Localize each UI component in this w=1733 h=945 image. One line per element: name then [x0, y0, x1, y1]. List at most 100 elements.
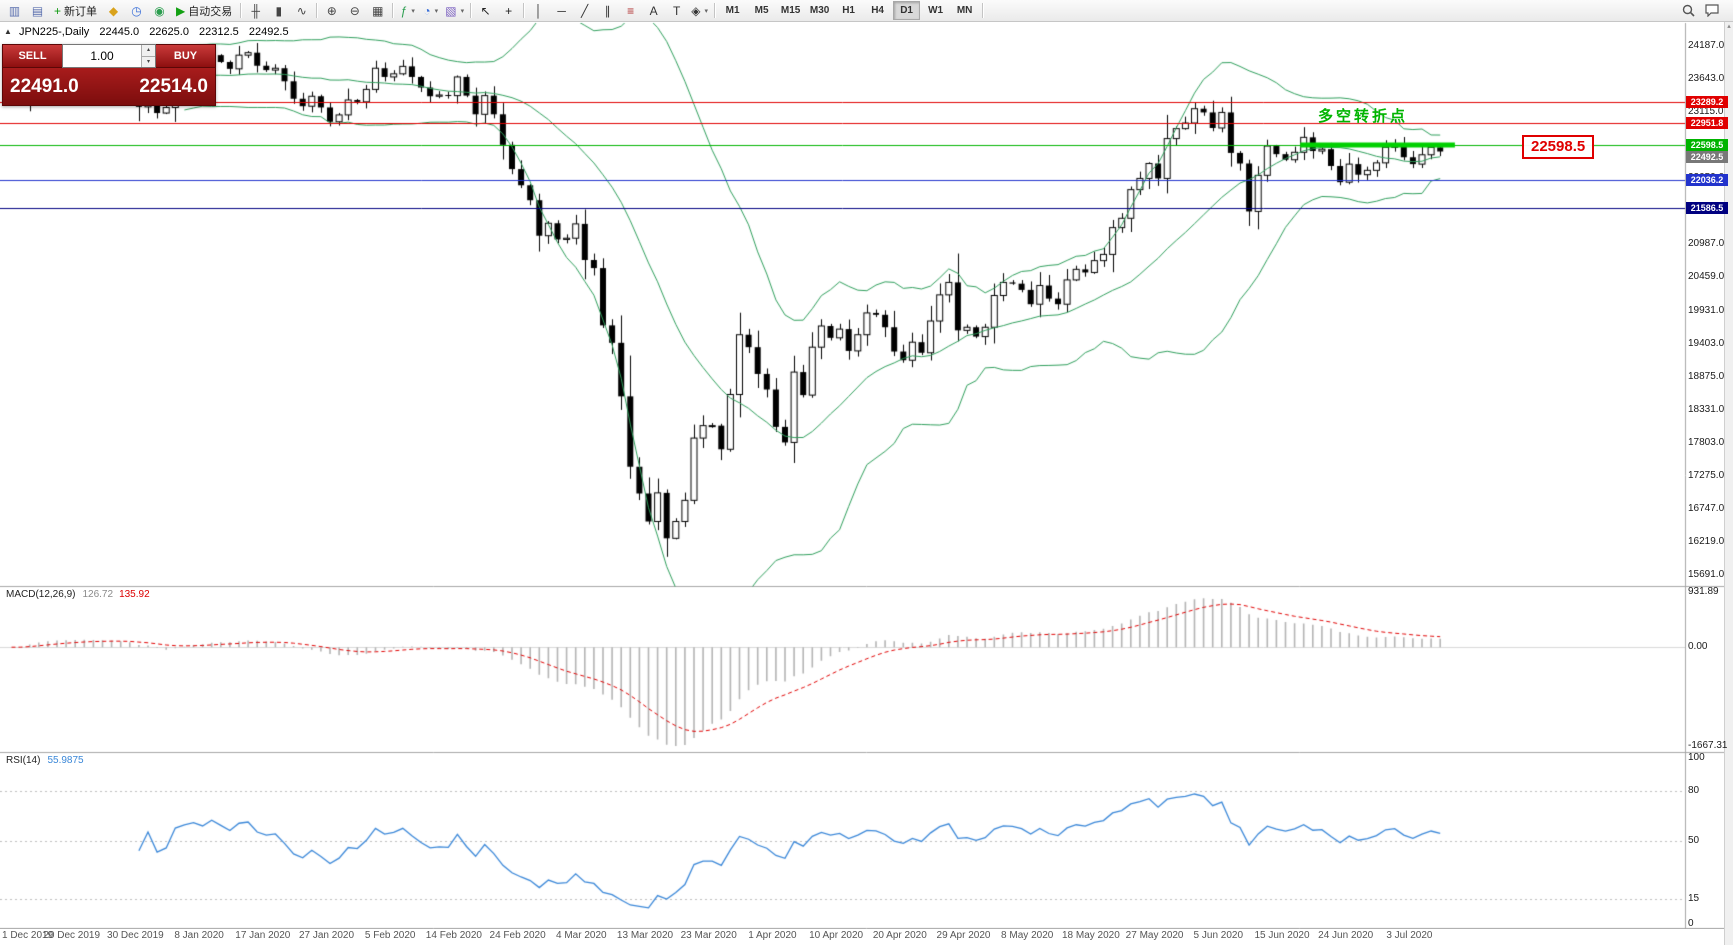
macd-signal-value: 135.92 [119, 589, 150, 600]
sell-button[interactable]: SELL [2, 44, 62, 68]
time-axis-label: 5 Feb 2020 [364, 930, 416, 941]
text-icon-glyph: A [649, 3, 658, 18]
autotrading-button-glyph: ▶ [176, 3, 186, 18]
price-tag: 21586.5 [1686, 201, 1728, 214]
time-axis-label: 20 Apr 2020 [872, 930, 927, 941]
timeframe-mn[interactable]: MN [956, 5, 973, 16]
volume-spinner[interactable]: ▴ ▾ [141, 45, 155, 67]
ohlc-close: 22492.5 [248, 26, 289, 38]
line-chart-icon[interactable]: ∿ [290, 1, 313, 21]
price-axis-label: 16747.0 [1688, 502, 1725, 514]
chart-window-icon-glyph: ▥ [8, 3, 21, 18]
time-axis-label: 1 Apr 2020 [748, 930, 797, 941]
cursor-icon[interactable]: ↖ [474, 1, 497, 21]
volume-input[interactable]: 1.00 [90, 49, 114, 63]
autotrading-button[interactable]: ▶ 自动交易 [171, 1, 237, 21]
horizontal-line-icon-glyph: ─ [557, 3, 566, 18]
price-axis-label: 24187.0 [1688, 40, 1725, 51]
candlestick-chart-icon[interactable]: ▮ [267, 1, 290, 21]
rsi-scale-label: 100 [1688, 752, 1705, 763]
annotation-turning-point-text[interactable]: 多空转折点 [1318, 108, 1409, 125]
ohlc-open: 22445.0 [99, 26, 140, 38]
new-order-button-label: 新订单 [64, 5, 98, 18]
dropdown-arrow-icon: ▾ [460, 7, 465, 15]
right-scrollbar[interactable]: ▴ [1724, 22, 1733, 945]
timeframe-w1[interactable]: W1 [928, 5, 944, 16]
time-axis-label: 13 Mar 2020 [616, 930, 674, 941]
symbol-info: ▲ JPN225-,Daily 22445.0 22625.0 22312.5 … [4, 26, 289, 38]
bar-chart-icon[interactable]: ╫ [244, 1, 267, 21]
time-axis-label: 3 Jul 2020 [1386, 930, 1433, 941]
fibonacci-icon[interactable]: ≡ [619, 1, 642, 21]
chart-window-icon[interactable]: ▥ [3, 1, 26, 21]
label-icon-glyph: T [672, 3, 681, 18]
new-order-button-glyph: + [54, 3, 62, 18]
spin-down-icon[interactable]: ▾ [142, 56, 155, 67]
sell-price[interactable]: 22491.0 [10, 75, 79, 97]
timeframe-h4[interactable]: H4 [871, 5, 884, 16]
data-window-icon[interactable]: ◷ [125, 1, 148, 21]
new-order-button[interactable]: + 新订单 [49, 1, 102, 21]
timeframe-m30[interactable]: M30 [809, 5, 830, 16]
channel-icon-glyph: ∥ [604, 3, 611, 18]
horizontal-line-icon[interactable]: ─ [550, 1, 573, 21]
time-axis-label: 8 May 2020 [1001, 930, 1054, 941]
price-axis-label: 23643.0 [1688, 73, 1725, 85]
timeframe-h1[interactable]: H1 [842, 5, 855, 16]
timeframe-m1[interactable]: M1 [725, 5, 740, 16]
toolbar-separator [470, 3, 472, 18]
one-click-trading-panel: SELL 1.00 ▴ ▾ BUY 22491.0 22514.0 [2, 44, 216, 106]
time-axis-label: 1 Dec 2019 [2, 930, 54, 941]
buy-price[interactable]: 22514.0 [139, 75, 208, 97]
fibonacci-icon-glyph: ≡ [627, 3, 635, 18]
macd-scale-label: -1667.31 [1688, 740, 1728, 751]
dropdown-arrow-icon: ▾ [411, 7, 415, 15]
rsi-name: RSI(14) [6, 755, 41, 766]
periods-icon[interactable]: ◔ ▾ [419, 1, 442, 21]
channel-icon[interactable]: ∥ [596, 1, 619, 21]
chat-icon[interactable] [1704, 3, 1720, 19]
indicators-icon[interactable]: ƒ ▾ [396, 1, 419, 21]
macd-scale-label: 0.00 [1688, 641, 1708, 653]
toolbar-right [1680, 3, 1730, 19]
shapes-icon[interactable]: ◈ ▾ [688, 1, 711, 21]
time-axis-label: 29 Apr 2020 [936, 930, 991, 941]
time-axis-label: 14 Feb 2020 [425, 930, 482, 941]
vertical-line-icon[interactable]: │ [527, 1, 550, 21]
tile-windows-icon-glyph: ▦ [372, 3, 384, 18]
price-axis-label: 20459.0 [1688, 271, 1725, 283]
scroll-up-icon[interactable]: ▴ [1727, 23, 1731, 30]
autotrading-button-label: 自动交易 [188, 5, 233, 18]
time-axis-label: 24 Feb 2020 [489, 930, 546, 941]
profiles-icon[interactable]: ▤ [26, 1, 49, 21]
tile-windows-icon[interactable]: ▦ [366, 1, 389, 21]
annotation-price-flag[interactable]: 22598.5 [1522, 135, 1595, 159]
collapse-arrow-icon[interactable]: ▲ [4, 27, 12, 36]
time-axis-label: 23 Mar 2020 [680, 930, 737, 941]
spin-up-icon[interactable]: ▴ [142, 45, 155, 57]
search-icon[interactable] [1680, 3, 1696, 19]
rsi-scale-label: 80 [1688, 785, 1700, 797]
trendline-icon[interactable]: ╱ [573, 1, 596, 21]
timeframe-m15[interactable]: M15 [780, 5, 801, 16]
macd-indicator-label: MACD(12,26,9) 126.72 135.92 [6, 589, 150, 600]
line-chart-icon-glyph: ∿ [296, 3, 307, 18]
symbol-name: JPN225-,Daily [18, 26, 90, 38]
zoom-out-icon[interactable]: ⊖ [343, 1, 366, 21]
price-axis-label: 18331.0 [1688, 403, 1725, 415]
templates-icon[interactable]: ▧ ▾ [442, 1, 467, 21]
label-icon[interactable]: T [665, 1, 688, 21]
timeframe-d1[interactable]: D1 [893, 1, 921, 20]
price-tag: 22492.5 [1686, 150, 1728, 163]
market-watch-icon[interactable]: ◆ [102, 1, 125, 21]
navigator-icon[interactable]: ◉ [148, 1, 171, 21]
zoom-in-icon[interactable]: ⊕ [320, 1, 343, 21]
buy-button[interactable]: BUY [156, 44, 216, 68]
crosshair-icon[interactable]: + [497, 1, 520, 21]
timeframe-m5[interactable]: M5 [754, 5, 769, 16]
macd-value: 126.72 [82, 589, 114, 600]
dropdown-arrow-icon: ▾ [704, 7, 708, 15]
text-icon[interactable]: A [642, 1, 665, 21]
